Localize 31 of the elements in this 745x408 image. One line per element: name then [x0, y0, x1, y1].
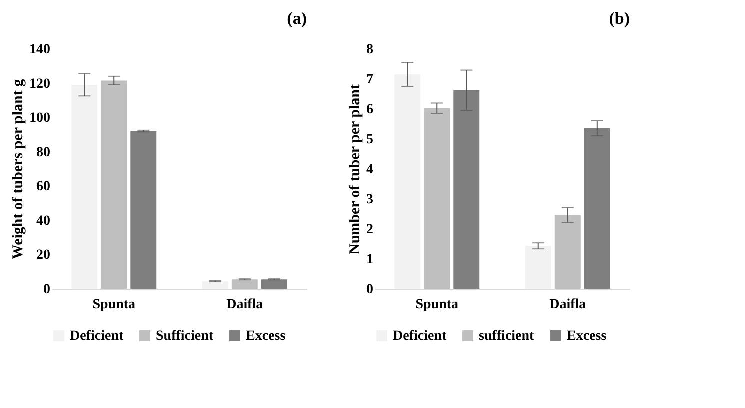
y-tick-label: 120: [30, 76, 50, 92]
x-tick-label: Daifla: [226, 298, 264, 312]
y-tick-label: 3: [366, 192, 374, 208]
y-axis-title: Number of tuber per plant: [348, 84, 364, 255]
y-tick-label: 1: [366, 252, 374, 268]
legend-label: Deficient: [70, 329, 124, 344]
x-tick-label: Daifla: [550, 298, 586, 312]
y-tick-label: 140: [30, 42, 50, 58]
y-tick-label: 6: [366, 102, 374, 118]
legend-label: Excess: [567, 329, 608, 344]
y-tick-label: 5: [366, 132, 374, 148]
y-tick-label: 4: [366, 162, 374, 178]
legend-label: Excess: [246, 329, 286, 344]
y-tick-label: 0: [44, 282, 50, 298]
text: Deficient: [393, 329, 447, 344]
legend-label: Sufficient: [156, 329, 214, 344]
x-tick-label: Spunta: [416, 298, 459, 312]
y-tick-label: 80: [36, 145, 50, 160]
y-tick-label: 100: [30, 111, 50, 126]
legend-label: sufficient: [479, 329, 535, 344]
y-tick-label: 0: [366, 282, 374, 298]
y-tick-label: 2: [366, 222, 374, 238]
y-tick-label: 60: [36, 180, 50, 195]
x-tick-label: Spunta: [92, 298, 136, 312]
y-tick-label: 20: [36, 248, 50, 264]
y-axis-title: Weight of tubers per plant g: [10, 78, 26, 260]
chart-title: (b): [609, 9, 630, 28]
y-tick-label: 7: [366, 72, 374, 88]
y-tick-label: 8: [366, 42, 374, 58]
y-tick-label: 40: [36, 214, 50, 229]
chart-title: (a): [287, 9, 307, 28]
